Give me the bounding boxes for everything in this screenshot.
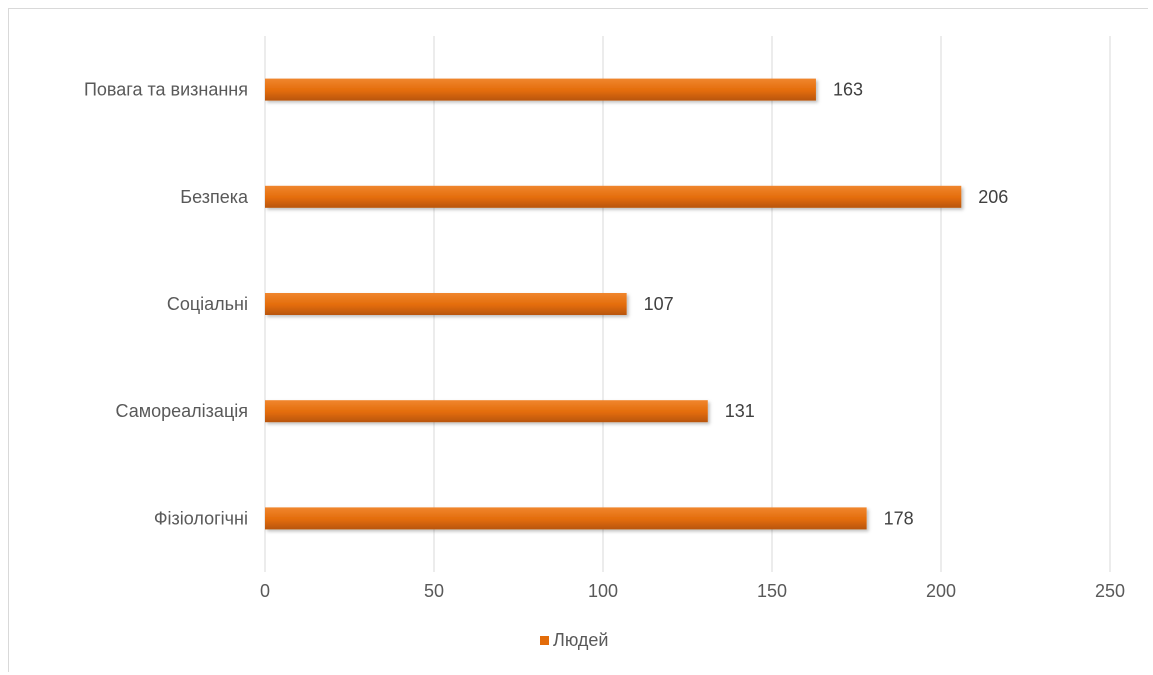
bar (265, 507, 867, 530)
bar (265, 293, 627, 315)
legend-swatch (540, 636, 549, 645)
x-tick-label: 100 (588, 581, 618, 601)
category-label: Повага та визнання (84, 80, 248, 100)
bar (265, 78, 816, 101)
category-label: Самореалізація (116, 401, 248, 421)
data-label: 131 (725, 401, 755, 421)
bar (265, 400, 708, 423)
legend-label: Людей (553, 630, 609, 650)
x-tick-label: 250 (1095, 581, 1125, 601)
bars (265, 78, 962, 530)
bar (265, 185, 962, 208)
chart-frame (8, 8, 1148, 672)
data-label: 163 (833, 80, 863, 100)
legend: Людей (540, 630, 609, 650)
data-label: 178 (884, 508, 914, 528)
category-label: Безпека (180, 187, 249, 207)
labels: 0 50 100 150 200 250 Повага та визнання 163 Безп… (84, 80, 1125, 601)
x-tick-label: 0 (260, 581, 270, 601)
category-label: Соціальні (167, 294, 248, 314)
x-tick-label: 50 (424, 581, 444, 601)
x-tick-label: 150 (757, 581, 787, 601)
data-label: 206 (978, 187, 1008, 207)
category-label: Фізіологічні (154, 508, 248, 528)
data-label: 107 (644, 294, 674, 314)
x-tick-label: 200 (926, 581, 956, 601)
